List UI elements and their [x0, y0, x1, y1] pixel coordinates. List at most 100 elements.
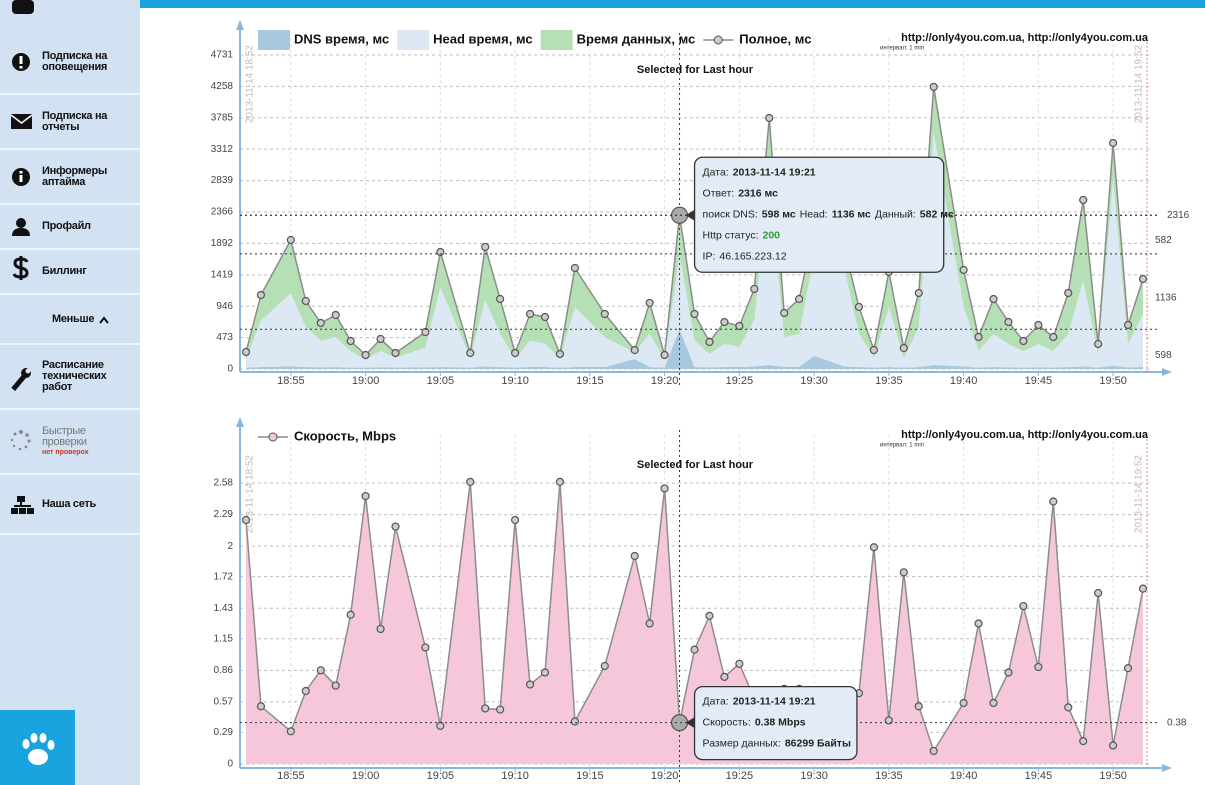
y-tick-label: 1419: [211, 269, 234, 280]
point: [525, 680, 535, 689]
point: [540, 312, 550, 322]
menu-item[interactable]: Подписка на оповещения: [0, 30, 140, 95]
legend-label: Скорость, Mbps: [294, 428, 396, 443]
point: [481, 242, 490, 252]
readout: 1136: [1155, 292, 1177, 303]
tooltip-value: 598 мс: [762, 208, 796, 220]
x-tick-label: 19:20: [651, 770, 679, 782]
point: [346, 610, 355, 619]
point: [735, 321, 744, 331]
x-tick-label: 19:00: [352, 770, 380, 782]
y-tick-label: 0.57: [214, 697, 234, 708]
point: [436, 721, 445, 730]
icon-dollar: [12, 256, 29, 280]
x-tick-label: 19:15: [576, 375, 604, 387]
legend-label: Полное, мс: [739, 31, 811, 46]
point: [1019, 336, 1028, 346]
point: [705, 611, 714, 620]
tooltip-value: 200: [763, 229, 781, 241]
point: [555, 349, 565, 359]
point: [690, 309, 699, 319]
legend-label: Время данных, мс: [577, 31, 696, 46]
x-tick-label: 19:45: [1025, 770, 1053, 782]
tooltip-value: 1136 мс: [832, 208, 871, 220]
y-tick-label: 2366: [211, 207, 234, 218]
point: [421, 643, 430, 652]
range-label: 2013-11-14 18:52: [245, 455, 256, 534]
y-tick-label: 4258: [211, 81, 234, 92]
point: [316, 318, 325, 328]
point: [600, 661, 609, 671]
readout: 598: [1155, 350, 1172, 361]
point: [869, 345, 879, 355]
icon: [12, 0, 34, 14]
tooltip-value: 2013-11-14 19:21: [733, 695, 816, 707]
point: [510, 348, 520, 358]
point: [241, 347, 251, 357]
x-tick-label: 19:40: [950, 375, 978, 387]
point: [570, 717, 580, 726]
point: [241, 515, 251, 525]
legend-label: Head время, мс: [433, 31, 533, 46]
point: [286, 235, 295, 245]
point: [660, 350, 669, 360]
point: [974, 619, 983, 628]
y-tick-label: 2.29: [214, 509, 234, 520]
x-tick-label: 19:05: [427, 770, 455, 782]
menu-label: Подписка на оповещения: [42, 50, 127, 73]
point: [481, 704, 490, 713]
menu-item[interactable]: Расписание технических работ: [0, 345, 140, 410]
x-tick-label: 19:30: [800, 375, 828, 387]
point: [436, 247, 445, 257]
x-tick-label: 19:35: [875, 375, 903, 387]
point: [959, 698, 968, 708]
menu-item[interactable]: Меньше: [0, 295, 140, 345]
menu-label: Расписание технических работ: [42, 360, 127, 393]
point: [555, 477, 565, 487]
point: [869, 543, 879, 552]
tooltip: Дата: 2013-11-14 19:21 Ответ: 2316 мс поиск …: [685, 156, 954, 273]
point: [854, 302, 864, 312]
point: [316, 666, 325, 675]
range-label: 2013-11-14 19:52: [1134, 45, 1145, 124]
menu-item[interactable]: Профайл: [0, 205, 140, 250]
point: [735, 659, 744, 668]
y-tick-label: 1.15: [214, 633, 234, 644]
menu-item[interactable]: Наша сеть: [0, 475, 140, 535]
point: [331, 681, 340, 690]
tooltip-label: Скорость:: [703, 716, 751, 728]
point: [959, 265, 968, 275]
point: [466, 348, 475, 358]
tooltip-line: Ответ: 2316 мс: [703, 187, 779, 199]
icon-mail: [10, 114, 33, 129]
tooltip-label: Дата:: [703, 166, 729, 178]
menu-item[interactable]: Быстрые проверки нет проверок: [0, 410, 140, 475]
x-tick-label: 19:35: [875, 770, 903, 782]
point: [899, 343, 908, 353]
logo: [0, 710, 75, 785]
point: [989, 294, 998, 304]
tooltip-label: IP:: [703, 250, 716, 262]
source: http://only4you.com.ua, http://only4you.…: [901, 32, 1149, 44]
point: [361, 350, 370, 360]
menu-item[interactable]: Информеры аптайма: [0, 150, 140, 205]
chart: 0 0.29 0.57 0.86 1.15 1.43 1.72 2 2.29 2.58 18:55 1…: [214, 417, 1187, 783]
icon-alert: [12, 53, 30, 71]
menu-item[interactable]: Биллинг: [0, 250, 140, 295]
point: [1004, 317, 1013, 327]
point: [914, 288, 923, 298]
menu-item[interactable]: Подписка на отчеты: [0, 95, 140, 150]
tooltip-value: 0.38 Mbps: [755, 716, 806, 728]
point: [1079, 737, 1088, 746]
point: [421, 327, 430, 337]
menu-label: Наша сеть: [42, 498, 127, 510]
icon-wrench: [11, 368, 31, 391]
icon-spinner: [10, 430, 31, 451]
point: [1123, 320, 1133, 330]
point: [750, 284, 759, 294]
x-tick-label: 18:55: [277, 375, 305, 387]
point: [391, 348, 400, 358]
point: [765, 113, 774, 123]
